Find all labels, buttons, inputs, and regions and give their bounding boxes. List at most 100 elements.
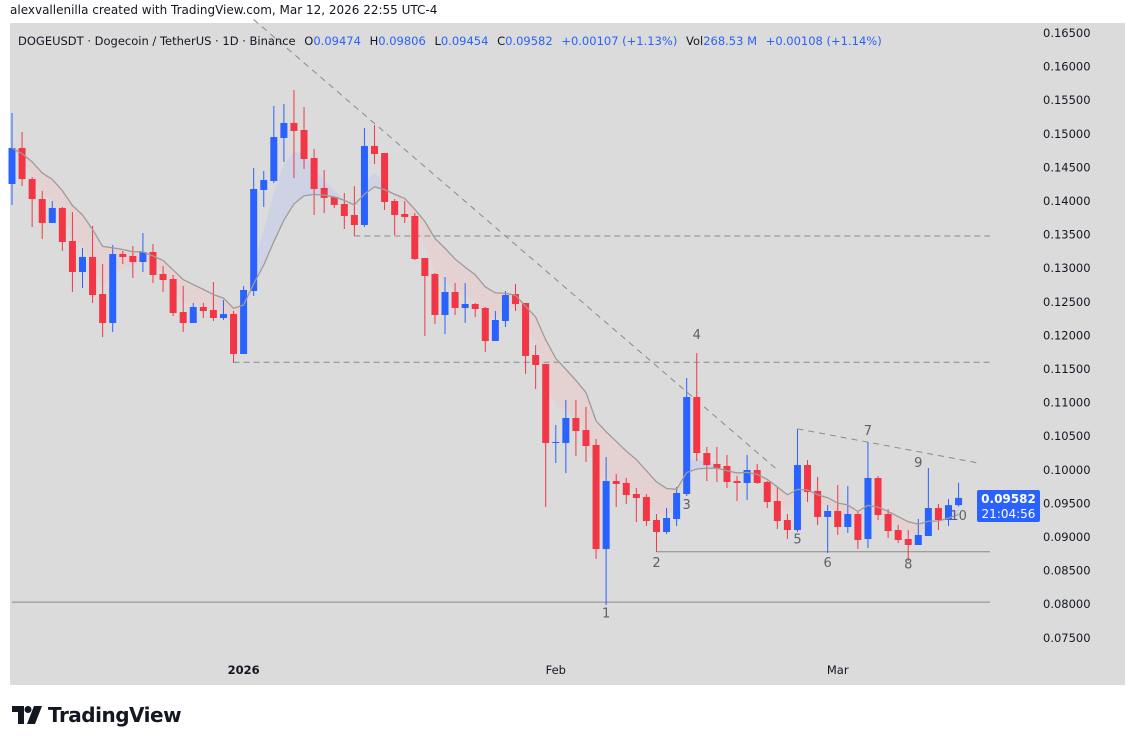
ma-band-segment — [293, 151, 305, 204]
ma-band-segment — [908, 521, 919, 535]
candle — [652, 514, 660, 552]
price-tick-label: 0.16500 — [1043, 26, 1091, 40]
candle-body — [139, 252, 147, 263]
candle-body — [391, 201, 399, 215]
tradingview-logo[interactable]: TradingView — [12, 703, 182, 727]
moving-average-line — [11, 147, 959, 525]
candle — [230, 311, 238, 364]
candle-body — [18, 147, 26, 180]
candle — [290, 89, 298, 179]
wave-label: 2 — [652, 556, 660, 571]
ma-band-segment — [616, 441, 627, 487]
candle-body — [411, 215, 419, 259]
candle — [481, 306, 489, 352]
candle — [149, 244, 157, 283]
candle — [48, 201, 56, 223]
candle — [642, 493, 650, 526]
candle — [683, 378, 691, 497]
chart-credit: alexvallenilla created with TradingView.… — [10, 3, 438, 17]
tradingview-wordmark: TradingView — [48, 703, 182, 727]
candle — [663, 507, 671, 534]
candle-body — [582, 430, 590, 447]
candle-body — [793, 465, 801, 531]
candle-body — [481, 307, 489, 341]
candle — [68, 212, 76, 292]
ma-band-segment — [575, 380, 586, 430]
candle-body — [89, 256, 97, 296]
price-tick-label: 0.09500 — [1043, 496, 1091, 510]
ma-band-segment — [92, 229, 103, 289]
candle-body — [834, 510, 842, 527]
candle — [260, 171, 268, 207]
candle-body — [904, 539, 912, 545]
candle — [522, 303, 530, 374]
candle-body — [955, 497, 963, 506]
high-label: H — [369, 34, 379, 48]
candle — [783, 514, 791, 540]
candle-body — [441, 291, 449, 315]
low-value: 0.09454 — [440, 34, 489, 48]
close-value: 0.09582 — [505, 34, 553, 48]
volume-value: 268.53 M — [703, 34, 758, 48]
candles-layer — [8, 89, 963, 606]
candle-body — [381, 153, 389, 203]
candle — [512, 283, 519, 312]
candle-body — [68, 240, 76, 273]
candle-body — [240, 289, 248, 355]
price-tick-label: 0.12500 — [1043, 295, 1091, 309]
candle — [501, 290, 509, 327]
candle — [572, 399, 580, 457]
candle-body — [914, 534, 922, 545]
ma-band-segment — [213, 294, 224, 313]
candle — [28, 177, 36, 228]
candle-body — [149, 252, 157, 275]
price-tick-label: 0.08000 — [1043, 597, 1091, 611]
price-axis[interactable]: 0.16500 0.16000 0.15500 0.15000 0.14500 0.140… — [1043, 26, 1091, 645]
ma-band-segment — [555, 358, 566, 411]
candle-body — [99, 294, 107, 323]
candle — [713, 447, 721, 483]
candle-body — [320, 187, 328, 198]
candle-body — [693, 397, 701, 453]
candle — [552, 424, 560, 464]
candle — [99, 263, 107, 338]
ma-band-segment — [626, 451, 637, 492]
symbol-title[interactable]: DOGEUSDT · Dogecoin / TetherUS · 1D · Bi… — [18, 34, 296, 48]
candle-body — [552, 441, 560, 443]
candle — [240, 286, 248, 355]
time-tick-label: 2026 — [228, 663, 260, 677]
candle — [169, 274, 177, 316]
candle-body — [38, 198, 46, 223]
tradingview-logo-icon — [12, 706, 42, 724]
candle-body — [290, 122, 298, 131]
candle-body — [260, 179, 268, 190]
ma-band-segment — [344, 200, 355, 211]
candle — [411, 213, 419, 261]
candle-body — [58, 207, 66, 242]
candle-body — [753, 470, 761, 483]
time-axis[interactable]: 2026 Feb Mar — [228, 663, 849, 677]
candle — [250, 168, 258, 297]
candle — [733, 475, 741, 501]
ma-band-segment — [32, 161, 43, 195]
candle — [884, 508, 892, 539]
ma-band-segment — [545, 339, 556, 407]
candle — [371, 124, 379, 164]
wave-label: 8 — [904, 558, 912, 573]
candle — [461, 282, 469, 323]
candle-body — [572, 417, 580, 432]
candle — [562, 399, 570, 474]
candle — [381, 153, 389, 211]
candle — [582, 407, 590, 463]
candle-body — [8, 147, 16, 184]
ma-band-segment — [636, 459, 647, 504]
volume-change-value: +0.00108 (+1.14%) — [765, 34, 882, 48]
candle — [793, 429, 801, 533]
chart-pane[interactable] — [10, 23, 1125, 685]
ma-band-segment — [606, 431, 617, 481]
candle — [350, 186, 358, 237]
candle — [844, 485, 852, 533]
price-tick-label: 0.12000 — [1043, 328, 1091, 342]
candle-body — [562, 417, 570, 443]
